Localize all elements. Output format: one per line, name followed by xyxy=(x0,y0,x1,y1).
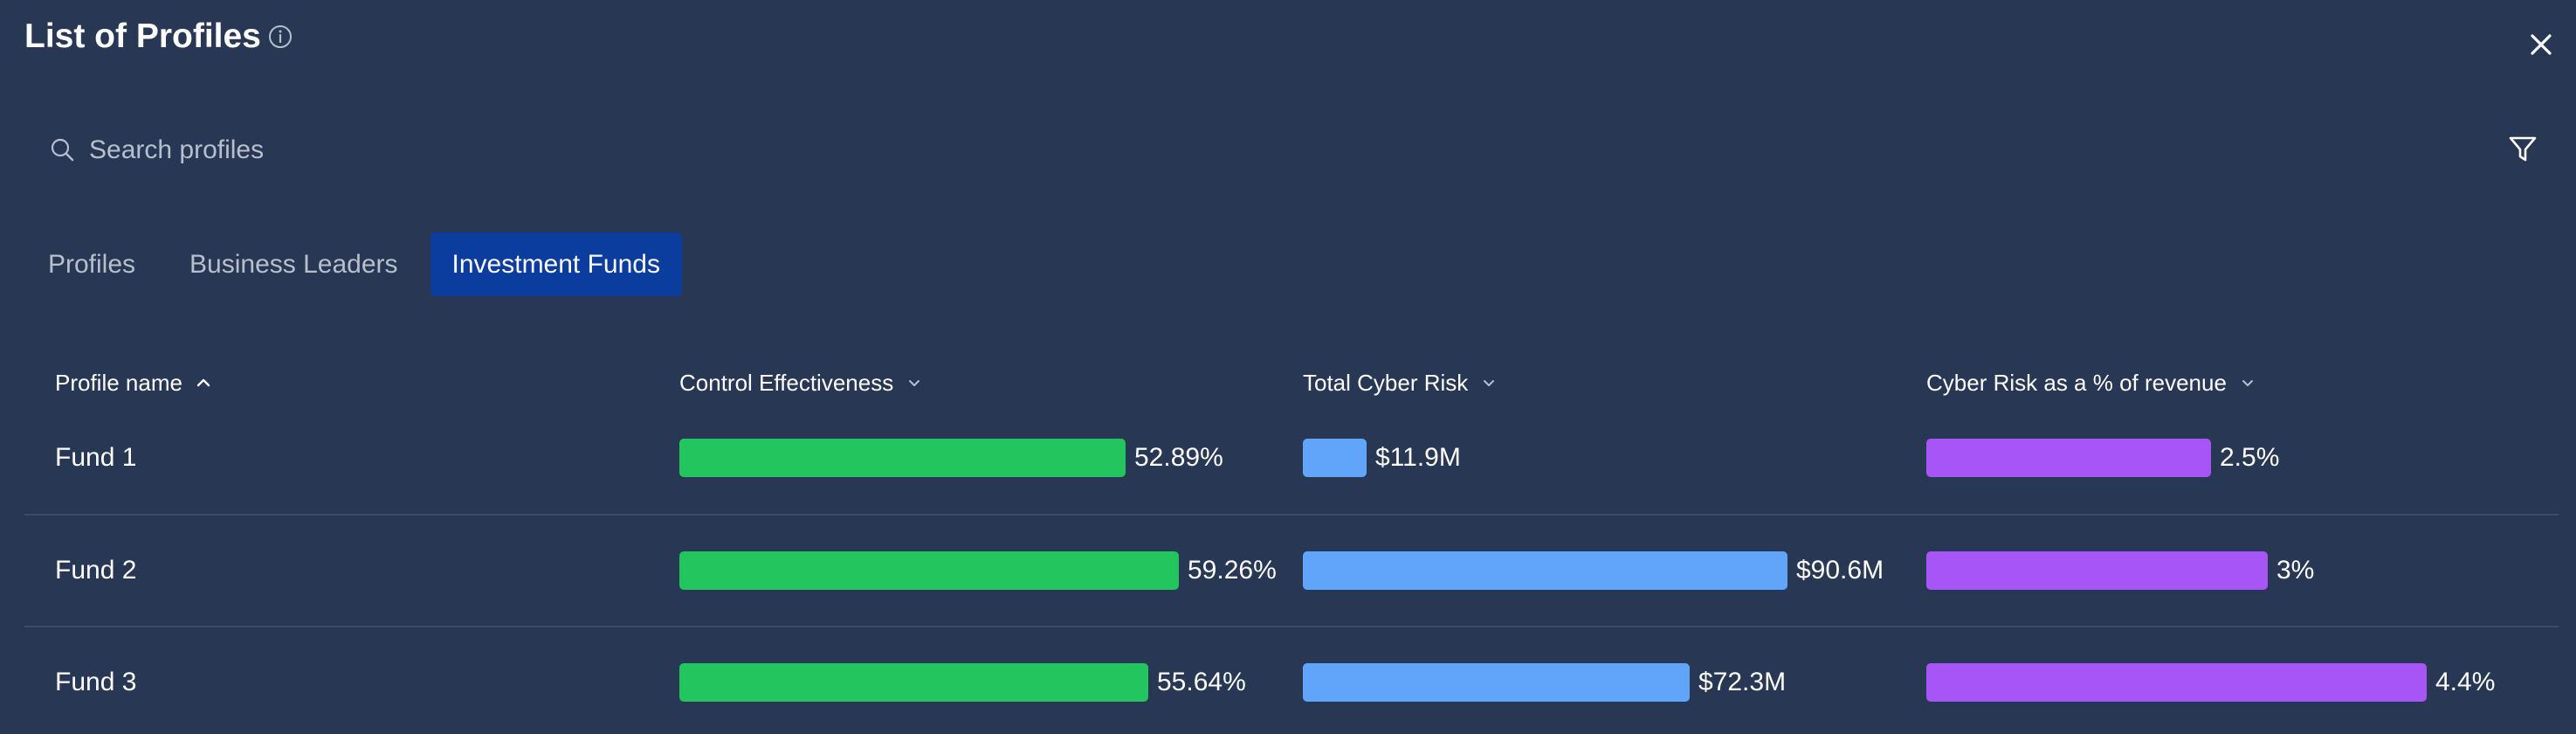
column-header-control-effectiveness[interactable]: Control Effectiveness xyxy=(679,365,923,400)
control-effectiveness-value: 52.89% xyxy=(1134,443,1223,472)
column-header-cyber-risk-pct-revenue[interactable]: Cyber Risk as a % of revenue xyxy=(1926,365,2256,400)
search-input[interactable] xyxy=(87,127,877,174)
profile-name[interactable]: Fund 2 xyxy=(55,556,137,585)
control-effectiveness-bar xyxy=(679,663,1148,702)
control-effectiveness-value: 55.64% xyxy=(1157,668,1246,696)
close-icon[interactable] xyxy=(2528,31,2554,58)
total-cyber-risk-bar xyxy=(1303,439,1367,477)
info-icon[interactable] xyxy=(266,23,294,51)
control-effectiveness-bar xyxy=(679,439,1126,477)
risk-pct-revenue-value: 2.5% xyxy=(2220,443,2280,472)
total-cyber-risk-bar xyxy=(1303,663,1690,702)
tab-business-leaders[interactable]: Business Leaders xyxy=(189,250,398,279)
total-cyber-risk-cell: $90.6M xyxy=(1303,515,1884,627)
total-cyber-risk-value: $72.3M xyxy=(1698,668,1787,696)
risk-pct-revenue-value: 3% xyxy=(2276,556,2315,585)
total-cyber-risk-value: $90.6M xyxy=(1796,556,1884,585)
table-row[interactable]: Fund 1 52.89% $11.9M 2.5% xyxy=(24,402,2559,514)
search-bar xyxy=(44,127,917,174)
table-row[interactable]: Fund 2 59.26% $90.6M 3% xyxy=(24,515,2559,627)
chevron-down-icon xyxy=(909,380,920,386)
control-effectiveness-cell: 59.26% xyxy=(679,515,1277,627)
row-divider xyxy=(24,626,2559,627)
page-title: List of Profiles xyxy=(24,17,261,55)
chevron-down-icon xyxy=(2242,380,2253,386)
column-header-label: Total Cyber Risk xyxy=(1303,370,1469,396)
tab-investment-funds[interactable]: Investment Funds xyxy=(430,232,682,296)
row-divider xyxy=(24,514,2559,516)
search-icon xyxy=(51,138,74,162)
chevron-up-icon xyxy=(196,378,210,387)
control-effectiveness-value: 59.26% xyxy=(1188,556,1277,585)
filter-icon[interactable] xyxy=(2508,135,2538,164)
table-row[interactable]: Fund 3 55.64% $72.3M 4.4% xyxy=(24,627,2559,734)
total-cyber-risk-cell: $11.9M xyxy=(1303,402,1461,514)
control-effectiveness-bar xyxy=(679,551,1179,590)
risk-pct-revenue-bar xyxy=(1926,551,2268,590)
total-cyber-risk-value: $11.9M xyxy=(1375,443,1461,472)
risk-pct-revenue-bar xyxy=(1926,439,2211,477)
chevron-down-icon xyxy=(1484,380,1495,386)
risk-pct-revenue-cell: 3% xyxy=(1926,515,2314,627)
profile-name[interactable]: Fund 3 xyxy=(55,668,137,696)
control-effectiveness-cell: 52.89% xyxy=(679,402,1223,514)
profile-name[interactable]: Fund 1 xyxy=(55,443,137,472)
total-cyber-risk-bar xyxy=(1303,551,1787,590)
tab-bar: Profiles Business Leaders Investment Fun… xyxy=(26,232,692,296)
column-header-total-cyber-risk[interactable]: Total Cyber Risk xyxy=(1303,365,1498,400)
table-header: Profile name Control Effectiveness Total… xyxy=(0,365,2576,400)
column-header-profile-name[interactable]: Profile name xyxy=(55,365,212,400)
column-header-label: Profile name xyxy=(55,370,183,396)
risk-pct-revenue-value: 4.4% xyxy=(2435,668,2496,696)
risk-pct-revenue-cell: 2.5% xyxy=(1926,402,2279,514)
column-header-label: Control Effectiveness xyxy=(679,370,894,396)
tab-profiles[interactable]: Profiles xyxy=(48,250,136,279)
total-cyber-risk-cell: $72.3M xyxy=(1303,627,1786,734)
control-effectiveness-cell: 55.64% xyxy=(679,627,1246,734)
risk-pct-revenue-cell: 4.4% xyxy=(1926,627,2495,734)
risk-pct-revenue-bar xyxy=(1926,663,2427,702)
column-header-label: Cyber Risk as a % of revenue xyxy=(1926,370,2227,396)
